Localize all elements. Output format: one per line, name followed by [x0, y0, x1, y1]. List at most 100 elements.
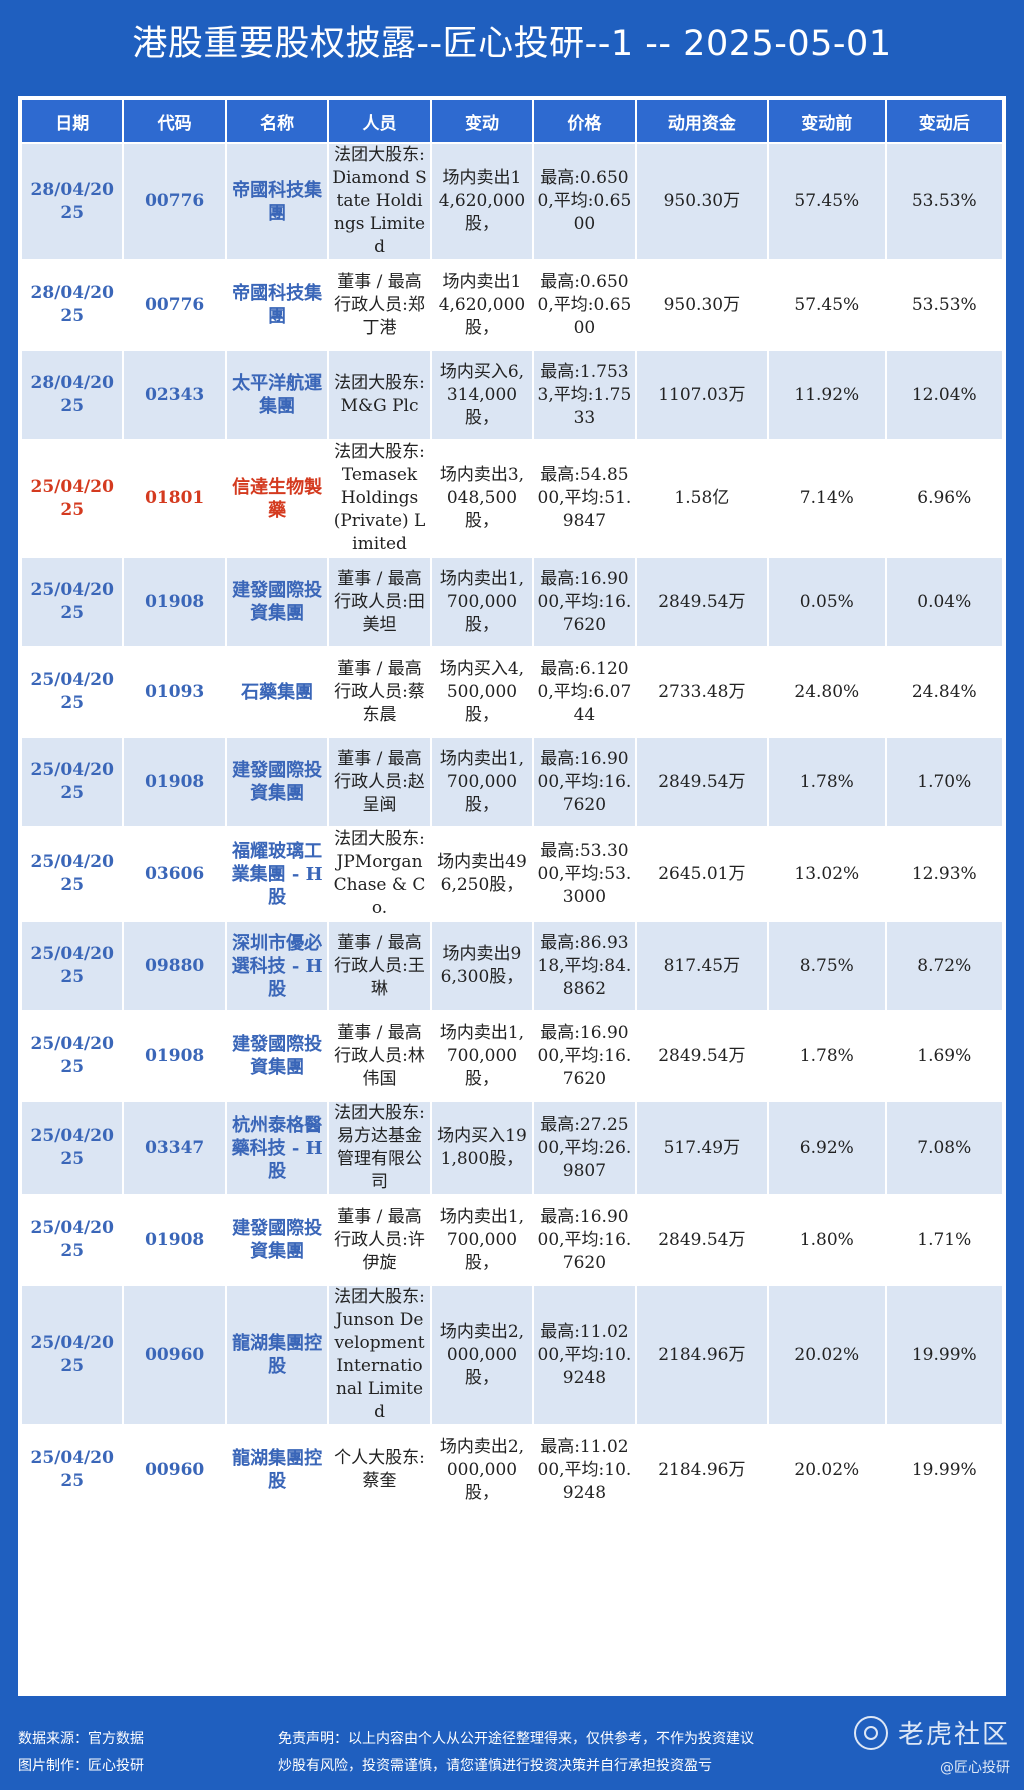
cell-date: 28/04/2025: [22, 261, 123, 349]
column-header-amount: 动用资金: [636, 100, 768, 142]
table-body: 28/04/2025 00776 帝國科技集團 法团大股东:Diamond State…: [22, 144, 1002, 1514]
cell-date: 25/04/2025: [22, 441, 123, 556]
cell-before: 6.92%: [769, 1102, 885, 1194]
cell-date: 25/04/2025: [22, 1102, 123, 1194]
cell-date: 25/04/2025: [22, 1196, 123, 1284]
cell-date: 28/04/2025: [22, 351, 123, 439]
cell-person: 董事 / 最高行政人员:赵呈闽: [329, 738, 430, 826]
cell-name: 建發國際投資集團: [226, 738, 328, 826]
cell-price: 最高:53.3000,平均:53.3000: [534, 828, 635, 920]
cell-code: 03347: [124, 1102, 225, 1194]
cell-price: 最高:16.9000,平均:16.7620: [534, 558, 635, 646]
cell-before: 8.75%: [769, 922, 885, 1010]
cell-before: 24.80%: [769, 648, 885, 736]
cell-after: 6.96%: [886, 441, 1002, 556]
cell-person: 董事 / 最高行政人员:郑丁港: [329, 261, 430, 349]
cell-person: 法团大股东:易方达基金管理有限公司: [329, 1102, 430, 1194]
cell-after: 19.99%: [886, 1286, 1002, 1424]
cell-code: 00776: [124, 144, 225, 259]
cell-after: 8.72%: [886, 922, 1002, 1010]
cell-name: 深圳市優必選科技 - H股: [226, 922, 328, 1010]
cell-person: 董事 / 最高行政人员:王琳: [329, 922, 430, 1010]
cell-code: 00776: [124, 261, 225, 349]
cell-person: 法团大股东:M&G Plc: [329, 351, 430, 439]
cell-date: 25/04/2025: [22, 828, 123, 920]
column-header-before: 变动前: [769, 100, 885, 142]
cell-price: 最高:16.9000,平均:16.7620: [534, 1012, 635, 1100]
cell-change: 场内买入191,800股，: [431, 1102, 533, 1194]
cell-name: 福耀玻璃工業集團 - H股: [226, 828, 328, 920]
column-header-date: 日期: [22, 100, 123, 142]
cell-amount: 2645.01万: [636, 828, 768, 920]
cell-before: 0.05%: [769, 558, 885, 646]
cell-after: 7.08%: [886, 1102, 1002, 1194]
table-row: 25/04/2025 01908 建發國際投資集團 董事 / 最高行政人员:林伟国 场内…: [22, 1012, 1002, 1100]
cell-amount: 1.58亿: [636, 441, 768, 556]
cell-person: 法团大股东:Diamond State Holdings Limited: [329, 144, 430, 259]
footer-disclaimer: 免责声明：以上内容由个人从公开途径整理得来，仅供参考，不作为投资建议 炒股有风险…: [278, 1726, 754, 1780]
cell-before: 1.78%: [769, 1012, 885, 1100]
data-source-text: 数据来源：官方数据: [18, 1731, 144, 1747]
disclaimer-text: 免责声明：以上内容由个人从公开途径整理得来，仅供参考，不作为投资建议: [278, 1731, 754, 1747]
cell-name: 龍湖集團控股: [226, 1286, 328, 1424]
cell-amount: 2184.96万: [636, 1286, 768, 1424]
cell-code: 09880: [124, 922, 225, 1010]
cell-date: 28/04/2025: [22, 144, 123, 259]
cell-price: 最高:54.8500,平均:51.9847: [534, 441, 635, 556]
cell-price: 最高:0.6500,平均:0.6500: [534, 261, 635, 349]
cell-code: 00960: [124, 1286, 225, 1424]
cell-amount: 517.49万: [636, 1102, 768, 1194]
page-title: 港股重要股权披露--匠心投研--1 -- 2025-05-01: [132, 24, 892, 64]
cell-name: 建發國際投資集團: [226, 558, 328, 646]
cell-change: 场内卖出496,250股，: [431, 828, 533, 920]
cell-name: 信達生物製藥: [226, 441, 328, 556]
cell-change: 场内买入6,314,000股，: [431, 351, 533, 439]
cell-change: 场内卖出14,620,000股，: [431, 261, 533, 349]
cell-code: 01908: [124, 1196, 225, 1284]
cell-person: 董事 / 最高行政人员:许伊旋: [329, 1196, 430, 1284]
table-row: 25/04/2025 03606 福耀玻璃工業集團 - H股 法团大股东:JPMorg…: [22, 828, 1002, 920]
cell-person: 法团大股东:JPMorgan Chase & Co.: [329, 828, 430, 920]
cell-amount: 950.30万: [636, 144, 768, 259]
table-row: 28/04/2025 00776 帝國科技集團 法团大股东:Diamond State…: [22, 144, 1002, 259]
cell-amount: 2849.54万: [636, 1196, 768, 1284]
cell-before: 57.45%: [769, 261, 885, 349]
cell-code: 01908: [124, 738, 225, 826]
brand-name: 老虎社区: [897, 1720, 1010, 1750]
cell-after: 12.93%: [886, 828, 1002, 920]
cell-name: 石藥集團: [226, 648, 328, 736]
cell-after: 1.71%: [886, 1196, 1002, 1284]
cell-person: 法团大股东:Junson Development International L…: [329, 1286, 430, 1424]
cell-price: 最高:16.9000,平均:16.7620: [534, 1196, 635, 1284]
footer: 数据来源：官方数据 图片制作：匠心投研 免责声明：以上内容由个人从公开途径整理得…: [0, 1700, 1024, 1790]
cell-date: 25/04/2025: [22, 1012, 123, 1100]
cell-change: 场内卖出96,300股，: [431, 922, 533, 1010]
cell-after: 1.69%: [886, 1012, 1002, 1100]
table-header-row: 日期 代码 名称 人员 变动 价格 动用资金 变动前 变动后: [22, 100, 1002, 142]
table-row: 25/04/2025 01093 石藥集團 董事 / 最高行政人员:蔡东晨 场内买入4,…: [22, 648, 1002, 736]
disclosure-table-container: 日期 代码 名称 人员 变动 价格 动用资金 变动前 变动后 28/04/202…: [18, 96, 1006, 1696]
cell-amount: 2733.48万: [636, 648, 768, 736]
cell-name: 龍湖集團控股: [226, 1426, 328, 1514]
table-row: 25/04/2025 03347 杭州泰格醫藥科技 - H股 法团大股东:易方达基金管…: [22, 1102, 1002, 1194]
cell-before: 20.02%: [769, 1426, 885, 1514]
cell-before: 20.02%: [769, 1286, 885, 1424]
cell-amount: 1107.03万: [636, 351, 768, 439]
cell-amount: 2849.54万: [636, 1012, 768, 1100]
cell-change: 场内卖出2,000,000股，: [431, 1286, 533, 1424]
cell-date: 25/04/2025: [22, 558, 123, 646]
cell-before: 1.78%: [769, 738, 885, 826]
column-header-price: 价格: [534, 100, 635, 142]
cell-after: 0.04%: [886, 558, 1002, 646]
cell-code: 01908: [124, 558, 225, 646]
cell-amount: 950.30万: [636, 261, 768, 349]
cell-date: 25/04/2025: [22, 922, 123, 1010]
cell-person: 法团大股东:Temasek Holdings (Private) Limited: [329, 441, 430, 556]
cell-date: 25/04/2025: [22, 648, 123, 736]
column-header-change: 变动: [431, 100, 533, 142]
cell-price: 最高:11.0200,平均:10.9248: [534, 1426, 635, 1514]
cell-after: 12.04%: [886, 351, 1002, 439]
column-header-code: 代码: [124, 100, 225, 142]
cell-price: 最高:16.9000,平均:16.7620: [534, 738, 635, 826]
cell-change: 场内卖出14,620,000股，: [431, 144, 533, 259]
